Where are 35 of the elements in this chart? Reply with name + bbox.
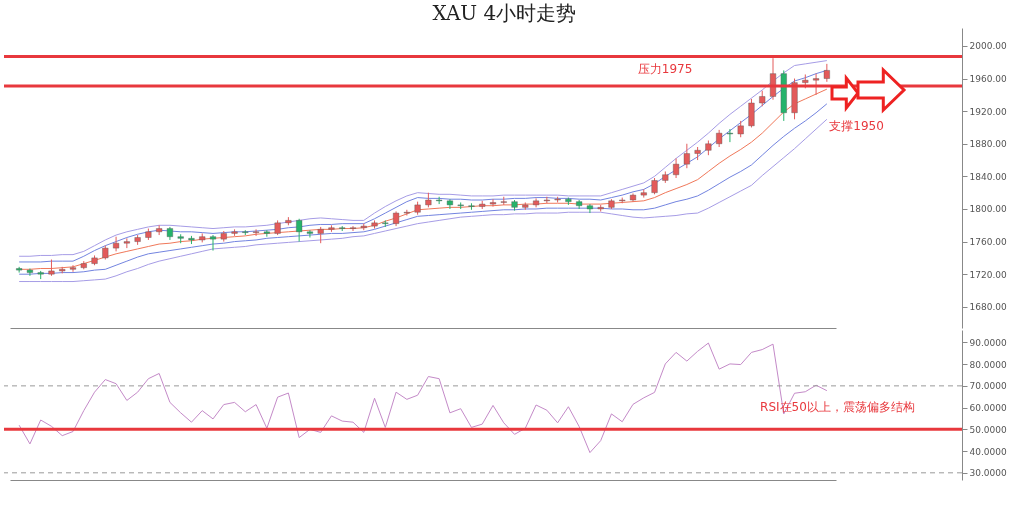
candlestick	[349, 225, 357, 232]
y-tick-label: 60.0000	[969, 403, 1007, 414]
candlestick	[296, 218, 303, 243]
candlestick	[813, 73, 820, 96]
ref-line-label: 支撑1950	[829, 118, 884, 133]
candlestick	[673, 157, 680, 179]
candlestick	[69, 264, 77, 273]
candlestick	[306, 229, 313, 239]
y-tick-label: 30.0000	[969, 468, 1007, 479]
y-tick-label: 1760.00	[969, 237, 1007, 248]
y-tick-label: 1920.00	[969, 106, 1007, 117]
y-tick-label: 40.0000	[969, 446, 1007, 457]
y-tick-label: 1800.00	[969, 204, 1007, 215]
candlestick	[683, 143, 690, 169]
candlestick	[726, 128, 733, 143]
y-tick-label: 90.0000	[969, 337, 1007, 348]
y-tick-label: 1720.00	[969, 269, 1007, 280]
y-tick-label: 1680.00	[969, 302, 1007, 313]
candlestick	[26, 267, 33, 277]
candlestick	[253, 228, 260, 237]
y-tick-label: 70.0000	[969, 381, 1007, 392]
candlestick	[113, 236, 120, 252]
candlestick	[489, 198, 497, 208]
y-tick-label: 80.0000	[969, 359, 1007, 370]
candlestick	[748, 98, 755, 128]
candlestick	[769, 57, 777, 101]
candlestick	[209, 234, 217, 252]
ref-line-label: 压力1975	[637, 61, 693, 76]
y-tick-label: 1960.00	[969, 74, 1007, 85]
y-tick-label: 1880.00	[969, 139, 1007, 150]
ref-line-label: RSI在50以上，震荡偏多结构	[760, 400, 915, 415]
y-tick-label: 50.0000	[969, 424, 1007, 435]
y-tick-label: 1840.00	[969, 171, 1007, 182]
y-tick-label: 2000.00	[969, 41, 1007, 52]
chart-title: XAU 4小时走势	[432, 1, 577, 25]
